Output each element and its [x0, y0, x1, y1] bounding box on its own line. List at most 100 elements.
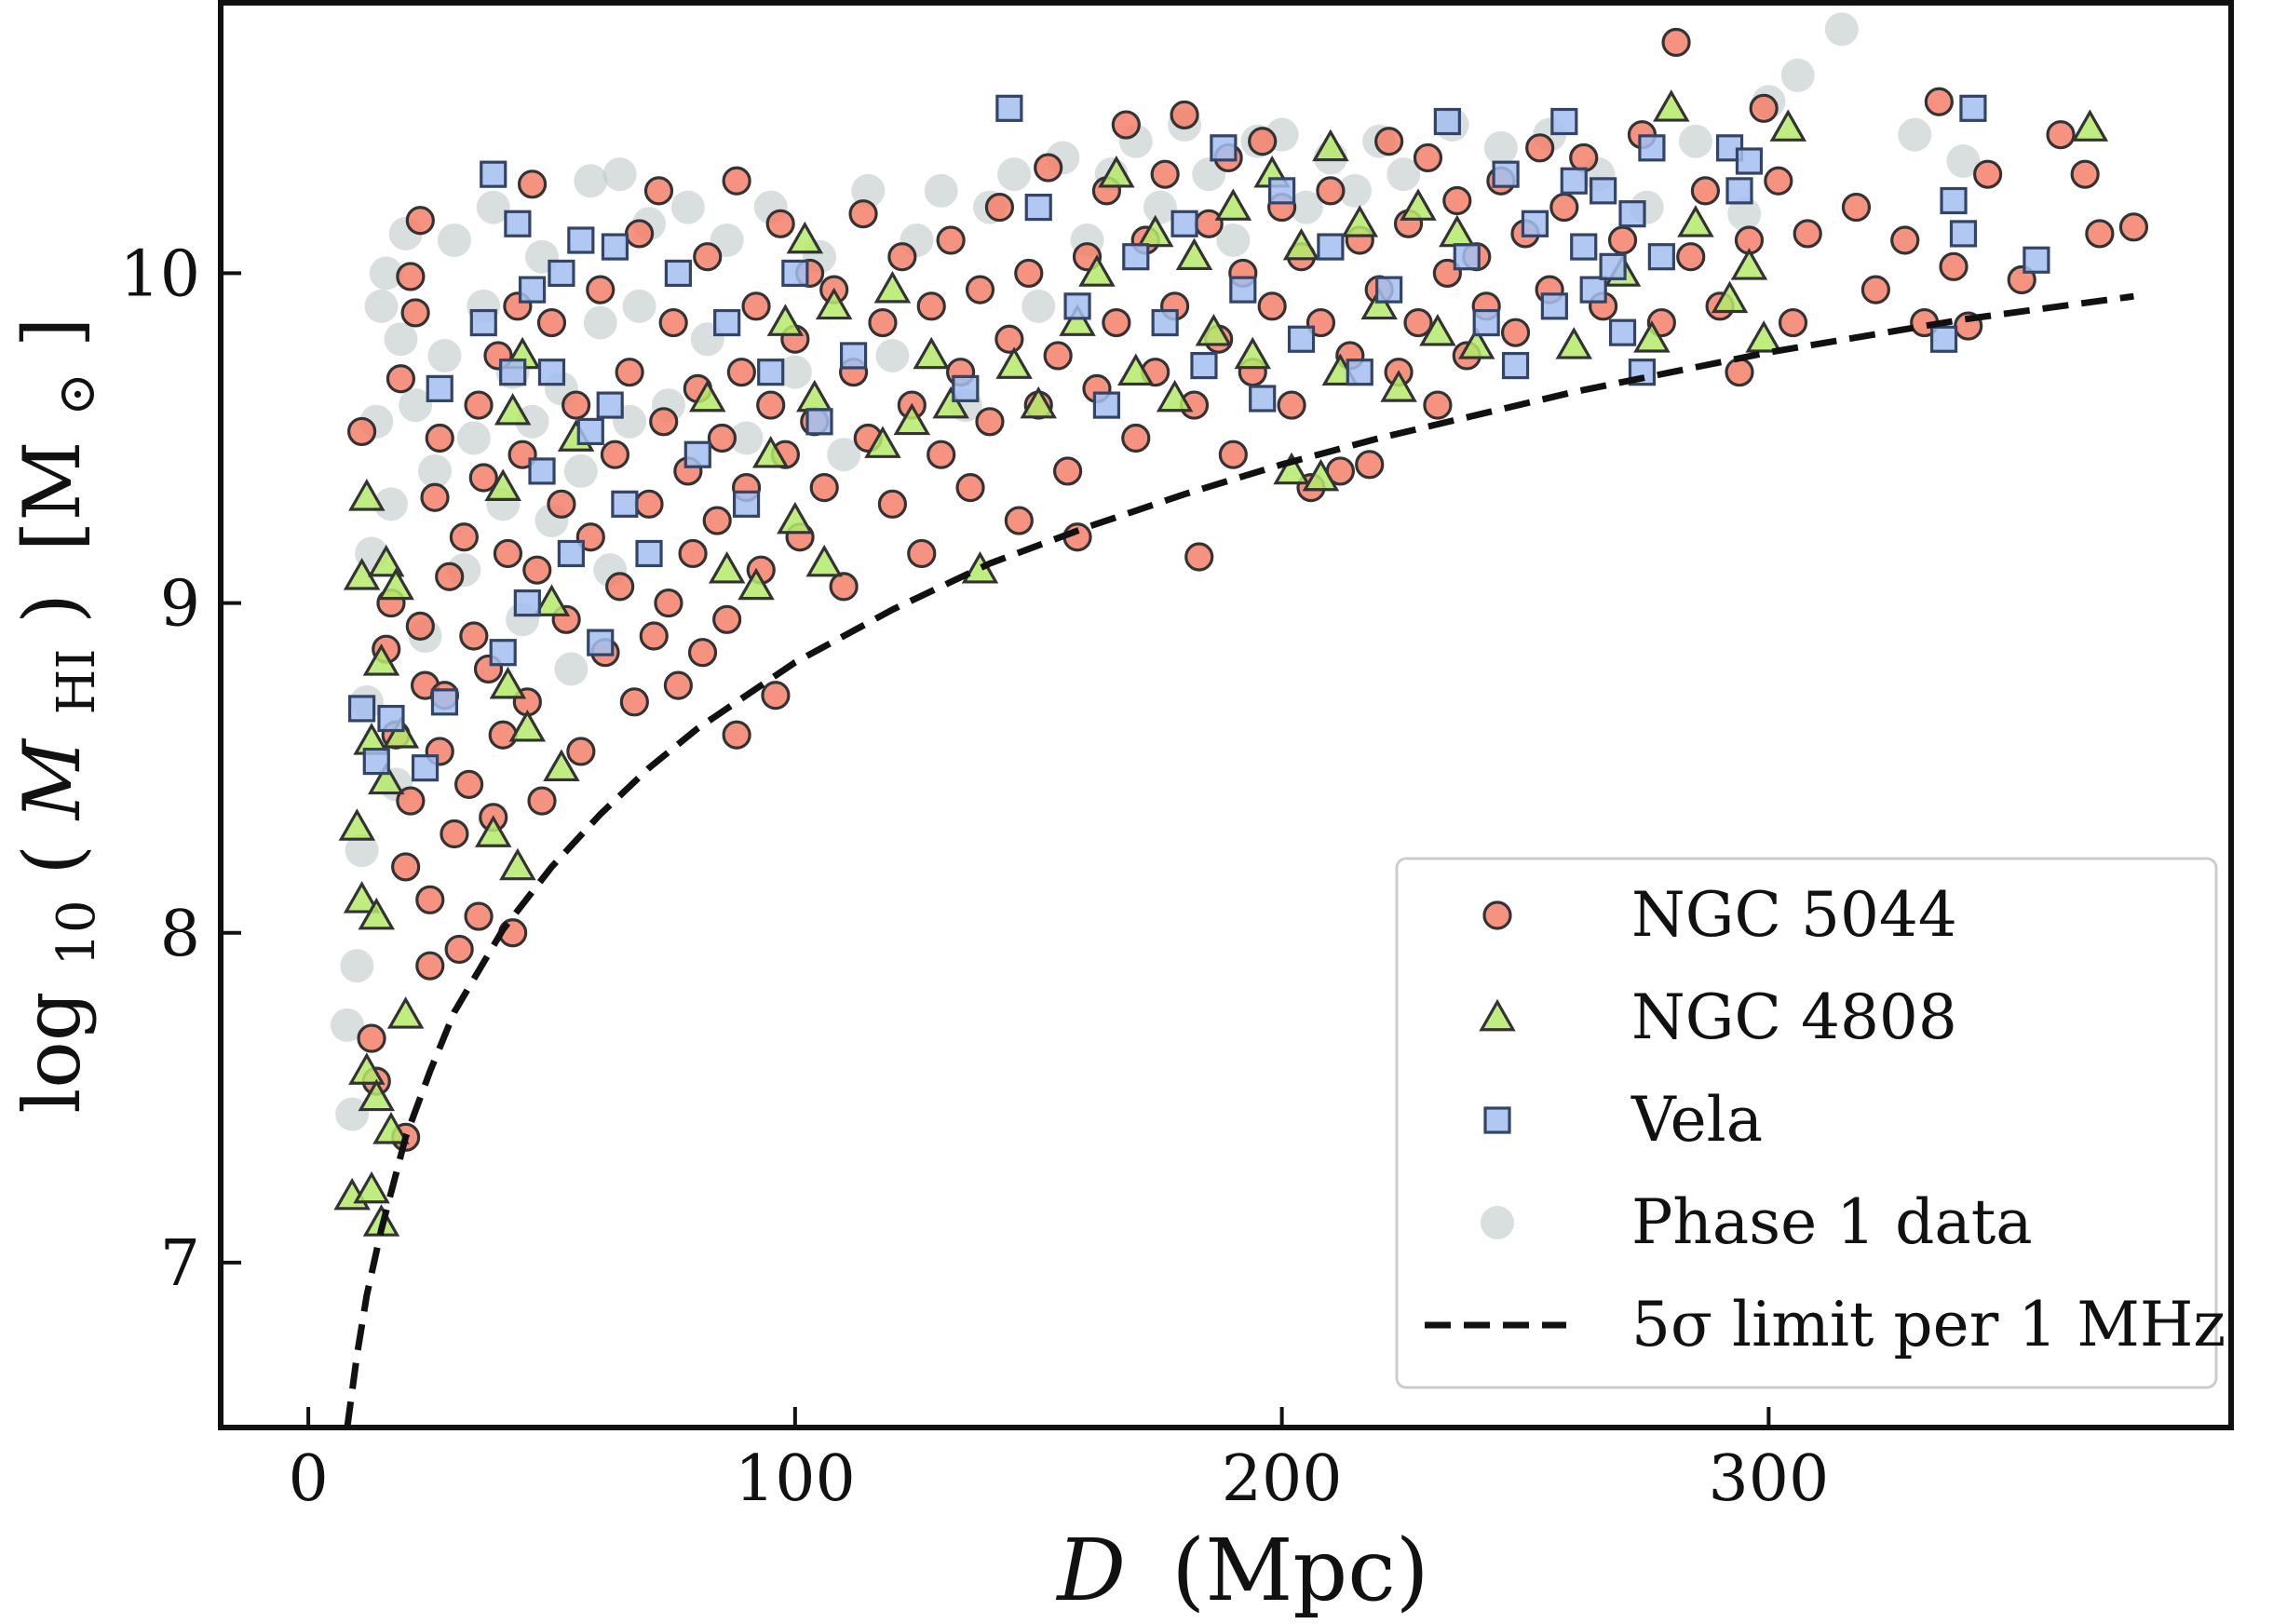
vela-point: [1346, 359, 1373, 386]
ngc4808-point: [932, 386, 969, 419]
ngc5044-point: [761, 681, 791, 710]
vela-point: [1170, 210, 1198, 237]
vela-point: [601, 233, 629, 261]
ngc5044-point: [527, 786, 557, 816]
ngc5044-point: [605, 572, 635, 602]
ngc5044-point: [1841, 192, 1872, 223]
ngc5044-point: [464, 901, 494, 931]
vela-point: [1540, 292, 1568, 320]
legend-label-phase1: Phase 1 data: [1631, 1186, 2033, 1258]
vela-point: [504, 210, 532, 237]
ngc5044-point: [2118, 212, 2149, 242]
vela-point: [1579, 276, 1607, 304]
ngc4808-point: [372, 1112, 410, 1144]
vela-point: [1122, 243, 1150, 271]
ngc5044-point: [561, 390, 591, 420]
vela-point: [805, 408, 833, 436]
ngc4808-point: [338, 808, 376, 841]
x-axis: 0 100 200 300: [288, 1407, 1829, 1516]
ngc5044-point: [1525, 133, 1555, 163]
vela-point: [1472, 308, 1500, 337]
phase1-point: [1483, 130, 1518, 165]
ngc5044-point: [1860, 275, 1890, 304]
vela-point: [480, 160, 507, 188]
ngc5044-point: [2046, 120, 2076, 150]
x-tick-label: 200: [1222, 1442, 1343, 1516]
limit-curve: [344, 292, 2134, 1428]
ngc4808-point: [1380, 370, 1417, 402]
phase1-point: [563, 453, 598, 488]
ngc4808-point: [1175, 237, 1213, 271]
legend-label-ngc4808: NGC 4808: [1631, 981, 1957, 1053]
vela-point: [1521, 210, 1549, 237]
ngc4808-point: [1711, 280, 1749, 314]
ngc5044-point: [415, 885, 445, 914]
ngc5044-point: [454, 769, 484, 799]
ngc4808-point: [1457, 327, 1495, 359]
ngc4808-point: [689, 379, 726, 413]
phase1-point: [827, 438, 861, 472]
ngc4808-point: [1214, 188, 1252, 221]
vela-point: [499, 359, 527, 386]
ngc4808-point: [343, 881, 381, 914]
ngc5044-point: [927, 440, 956, 469]
vela-point: [781, 259, 809, 288]
x-axis-unit: (Mpc): [1171, 1521, 1428, 1620]
y-axis-unit: [M: [7, 441, 98, 552]
ngc5044-point: [493, 538, 523, 569]
ngc5044-point: [1607, 225, 1638, 255]
vela-point: [2023, 246, 2050, 274]
ngc4808-point: [751, 435, 790, 468]
ngc4808-point: [1156, 379, 1194, 413]
x-axis-label: D (Mpc): [1055, 1521, 1428, 1620]
y-axis-unit-close: ]: [7, 317, 98, 347]
legend-marker-vela: [1483, 1106, 1511, 1134]
ngc5044-point: [916, 291, 946, 321]
phase1-point: [1289, 190, 1323, 224]
ngc5044-point: [2085, 219, 2115, 249]
ngc5044-point: [1500, 318, 1531, 347]
ngc4808-point: [1400, 188, 1437, 221]
vela-point: [430, 688, 459, 716]
ngc5044-point: [722, 166, 751, 196]
ngc5044-point: [936, 225, 966, 255]
ngc5044-point: [1218, 440, 1248, 469]
ngc5044-point: [405, 611, 435, 641]
vela-point: [1590, 177, 1617, 205]
ngc5044-point: [658, 307, 688, 338]
ngc5044-point: [829, 572, 859, 602]
legend: NGC 5044 NGC 4808 Vela Phase 1 data 5σ l…: [1395, 857, 2226, 1389]
vela-point: [732, 490, 761, 518]
ngc4808-point: [1769, 109, 1807, 142]
ngc4808-point: [815, 287, 853, 320]
ngc5044-point: [1413, 142, 1443, 173]
vela-point: [1492, 160, 1520, 188]
ngc5044-point: [547, 489, 576, 519]
ngc4808-point: [474, 815, 512, 847]
y-tick-label: 9: [160, 568, 200, 642]
ngc4808-point: [864, 426, 901, 458]
ngc5044-point: [615, 358, 644, 387]
ngc5044-point: [741, 291, 771, 321]
vela-point: [1959, 94, 1987, 122]
ngc5044-point: [1053, 456, 1083, 486]
vela-point: [1024, 193, 1052, 222]
vela-point: [1092, 391, 1121, 419]
ngc4808-point: [348, 1052, 386, 1085]
vela-point: [1287, 325, 1316, 353]
ngc4808-point: [1302, 458, 1340, 492]
ngc5044-point: [1194, 209, 1224, 238]
ngc4808-point: [484, 468, 521, 501]
ngc4808-point: [367, 544, 405, 577]
phase1-point: [851, 173, 886, 208]
ngc5044-point: [566, 737, 596, 766]
ngc5044-point: [522, 555, 552, 585]
vela-point: [528, 457, 556, 485]
ngc5044-point: [347, 416, 377, 447]
ngc4808-point: [1234, 336, 1272, 370]
ngc5044-point: [1749, 93, 1779, 123]
ngc5044-point: [678, 538, 708, 569]
ngc5044-point: [400, 298, 430, 328]
vela-point: [537, 359, 566, 386]
ngc5044-point: [624, 219, 655, 249]
